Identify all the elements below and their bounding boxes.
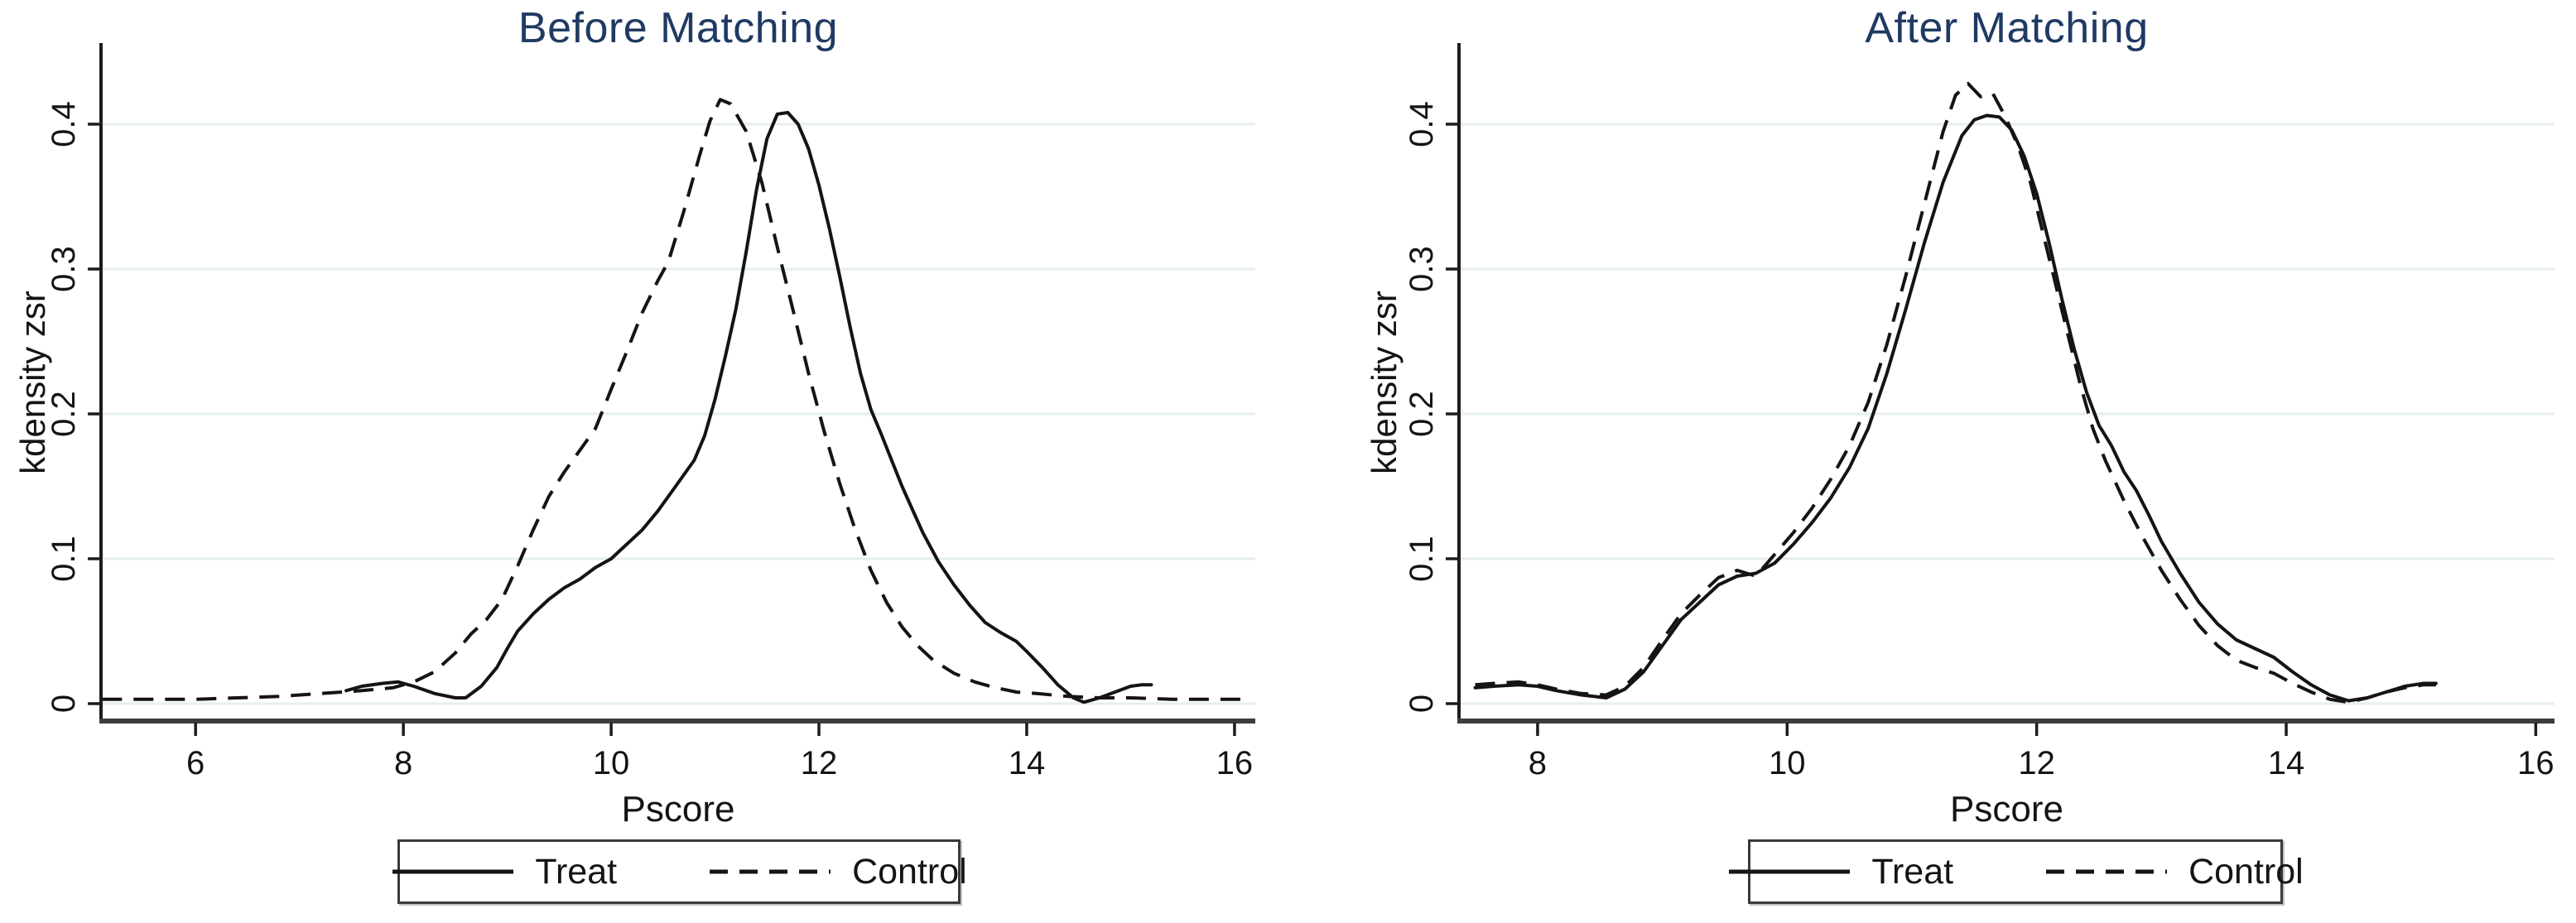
control-line-sample xyxy=(2046,869,2168,874)
y-axis-label: kdensity zsr xyxy=(13,291,52,474)
y-tick-label-0.2: 0.2 xyxy=(46,391,82,437)
x-tick-label-14: 14 xyxy=(2268,745,2305,781)
chart-title: After Matching xyxy=(1865,4,2149,52)
legend-label-treat: Treat xyxy=(1871,851,1954,892)
chart-title: Before Matching xyxy=(518,4,839,52)
treat-curve xyxy=(344,111,1153,704)
legend-label-control: Control xyxy=(2188,851,2304,892)
x-tick-label-14: 14 xyxy=(1009,745,1046,781)
legend-label-control: Control xyxy=(852,851,967,892)
y-tick-label-0: 0 xyxy=(46,695,82,713)
treat-line-sample xyxy=(392,869,514,874)
y-tick-label-0.4: 0.4 xyxy=(1404,101,1440,147)
y-tick-label-0.4: 0.4 xyxy=(46,101,82,147)
x-tick-label-16: 16 xyxy=(2517,745,2554,781)
x-axis-label: Pscore xyxy=(621,789,735,829)
x-tick-label-16: 16 xyxy=(1216,745,1254,781)
x-axis-label: Pscore xyxy=(1950,789,2063,829)
treat-curve xyxy=(1473,113,2438,703)
x-tick-label-12: 12 xyxy=(2018,745,2055,781)
x-tick-label-10: 10 xyxy=(593,745,630,781)
treat-line-sample xyxy=(1729,869,1851,874)
legend-box: Treat Control xyxy=(392,839,967,904)
control-curve xyxy=(102,98,1250,701)
y-tick-label-0: 0 xyxy=(1404,695,1440,713)
legend-box: Treat Control xyxy=(1729,839,2304,904)
control-curve xyxy=(1475,82,2436,704)
y-tick-label-0.3: 0.3 xyxy=(1404,246,1440,292)
after-matching-chart: 0 0.1 0.2 0.3 0.4 8 10 12 14 16 After Matching kd… xyxy=(1288,0,2575,923)
before-matching-chart: 0 0.1 0.2 0.3 0.4 6 8 10 12 14 16 Before Matching … xyxy=(13,4,1255,904)
legend-label-treat: Treat xyxy=(535,851,618,892)
y-axis-label: kdensity zsr xyxy=(1365,291,1404,474)
after-matching-plot-area: 0 0.1 0.2 0.3 0.4 8 10 12 14 16 xyxy=(1404,43,2554,781)
x-tick-label-6: 6 xyxy=(186,745,205,781)
control-line-sample xyxy=(710,869,831,874)
y-tick-label-0.1: 0.1 xyxy=(1404,536,1440,582)
y-tick-label-0.1: 0.1 xyxy=(46,536,82,582)
before-matching-plot-area: 0 0.1 0.2 0.3 0.4 6 8 10 12 14 16 xyxy=(46,43,1255,781)
x-tick-label-12: 12 xyxy=(801,745,838,781)
x-tick-label-8: 8 xyxy=(1529,745,1547,781)
x-tick-label-8: 8 xyxy=(394,745,412,781)
x-tick-label-10: 10 xyxy=(1769,745,1806,781)
y-tick-label-0.2: 0.2 xyxy=(1404,391,1440,437)
y-tick-label-0.3: 0.3 xyxy=(46,246,82,292)
